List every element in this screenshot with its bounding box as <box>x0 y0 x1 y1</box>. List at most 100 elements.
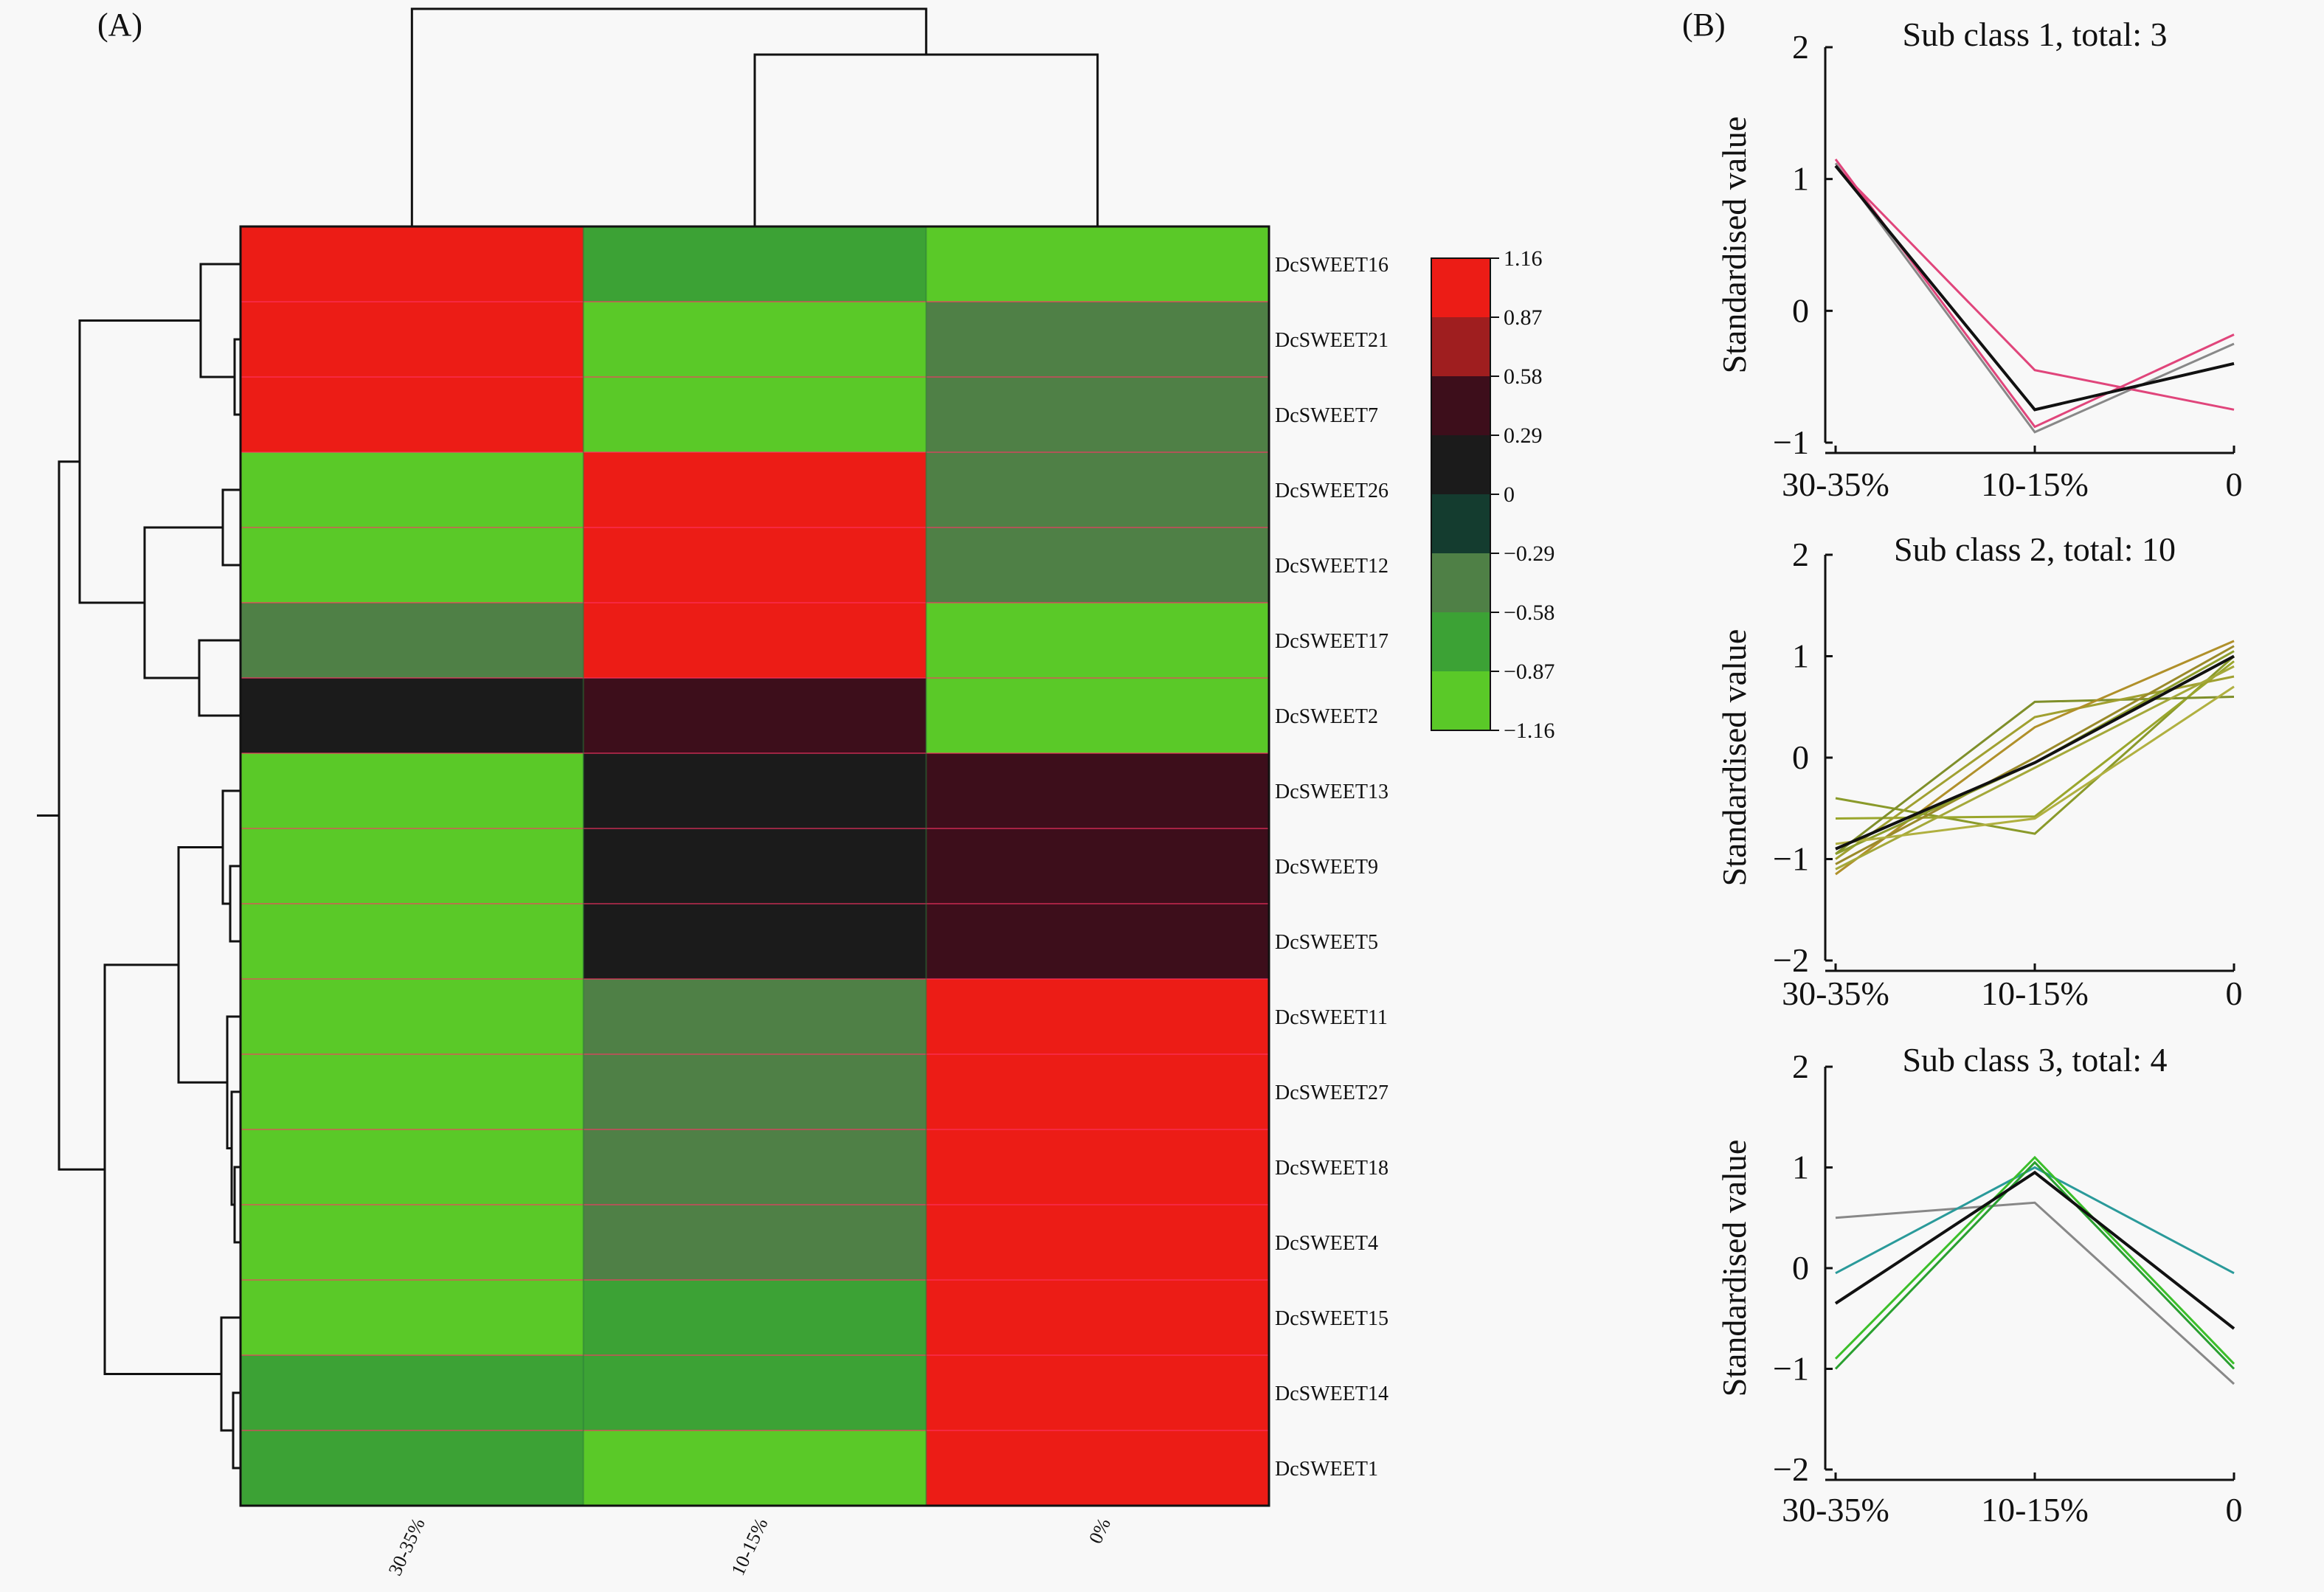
row-label: DcSWEET2 <box>1275 705 1378 728</box>
column-label: 10-15% <box>727 1515 772 1579</box>
series-line-3 <box>1835 696 2235 855</box>
line-chart-sub-class-3: 2 1 0 −1 −230-35% 10-15% 0 Sub class 3, total: … <box>1715 1041 2243 1529</box>
column-dendrogram-link <box>753 53 1099 226</box>
row-dendrogram-link <box>221 789 241 905</box>
row-dendrogram-link <box>220 1316 241 1432</box>
heatmap-cell-DcSWEET11-0 <box>241 979 584 1055</box>
heatmap-cell-DcSWEET11-2 <box>926 979 1270 1055</box>
row-dendrogram-link <box>198 639 241 717</box>
row-label: DcSWEET4 <box>1275 1232 1378 1255</box>
column-dendrogram <box>410 7 1099 226</box>
row-label: DcSWEET15 <box>1275 1307 1388 1330</box>
row-label: DcSWEET18 <box>1275 1157 1388 1180</box>
row-label: DcSWEET21 <box>1275 329 1388 352</box>
row-label: DcSWEET27 <box>1275 1081 1388 1104</box>
line-chart-sub-class-2: 2 1 0 −1 −230-35% 10-15% 0 Sub class 2, total: … <box>1715 530 2243 1012</box>
heatmap-cell-DcSWEET5-1 <box>583 904 927 980</box>
heatmap-cell-DcSWEET1-1 <box>583 1430 927 1506</box>
series-line-1 <box>1835 655 2235 835</box>
heatmap-cell-DcSWEET12-0 <box>241 527 584 603</box>
row-dendrogram-link <box>229 865 241 943</box>
heatmap-cell-DcSWEET12-1 <box>583 527 927 603</box>
y-tick-label: 1 <box>1792 1149 1809 1186</box>
x-tick-label: 10-15% <box>1981 975 2089 1012</box>
chart-title: Sub class 1, total: 3 <box>1902 15 2167 53</box>
y-axis-label: Standardised value <box>1715 117 1753 374</box>
y-tick-label: 0 <box>1792 291 1809 329</box>
heatmap-cell-DcSWEET15-1 <box>583 1280 927 1356</box>
legend-swatch <box>1431 258 1490 318</box>
series-line-10 <box>1835 654 2235 851</box>
heatmap-cell-DcSWEET4-2 <box>926 1205 1270 1281</box>
heatmap-cell-DcSWEET7-2 <box>926 377 1270 453</box>
legend-tick-label: 0.87 <box>1504 305 1543 330</box>
heatmap-cell-DcSWEET18-0 <box>241 1129 584 1205</box>
heatmap-cell-DcSWEET26-2 <box>926 452 1270 528</box>
row-label: DcSWEET1 <box>1275 1458 1378 1481</box>
legend-swatch <box>1431 671 1490 731</box>
row-dendrogram <box>37 263 241 1470</box>
heatmap-cell-DcSWEET1-2 <box>926 1430 1270 1506</box>
row-dendrogram-link <box>177 846 227 1084</box>
legend-swatch <box>1431 317 1490 377</box>
legend-swatch <box>1431 612 1490 672</box>
row-label: DcSWEET5 <box>1275 931 1378 954</box>
heatmap-cell-DcSWEET9-1 <box>583 828 927 904</box>
legend-tick-label: 1.16 <box>1504 246 1543 271</box>
legend-tick-label: −0.29 <box>1504 541 1554 566</box>
heatmap-cell-DcSWEET26-1 <box>583 452 927 528</box>
column-label: 30-35% <box>384 1515 429 1579</box>
heatmap-cell-DcSWEET17-0 <box>241 603 584 679</box>
row-label: DcSWEET9 <box>1275 856 1378 879</box>
heatmap-cell-DcSWEET16-0 <box>241 226 584 302</box>
series-line-3 <box>1834 1155 2235 1365</box>
series-line-2 <box>1834 162 2235 434</box>
series-line-5 <box>1834 1170 2235 1330</box>
chart-title: Sub class 3, total: 4 <box>1902 1041 2167 1079</box>
heatmap-cell-DcSWEET21-1 <box>583 302 927 378</box>
y-tick-label: −2 <box>1773 941 1809 979</box>
heatmap-cell-DcSWEET7-0 <box>241 377 584 453</box>
row-label: DcSWEET13 <box>1275 781 1388 803</box>
x-tick-label: 10-15% <box>1981 1491 2089 1529</box>
legend-swatch <box>1431 553 1490 613</box>
heatmap-cell-DcSWEET18-2 <box>926 1129 1270 1205</box>
heatmap-cell-DcSWEET15-2 <box>926 1280 1270 1356</box>
heatmap-cell-DcSWEET14-1 <box>583 1355 927 1431</box>
heatmap-cell-DcSWEET4-0 <box>241 1205 584 1281</box>
y-tick-label: −1 <box>1773 840 1809 878</box>
heatmap-cell-DcSWEET12-2 <box>926 527 1270 603</box>
heatmap-cell-DcSWEET13-1 <box>583 753 927 829</box>
heatmap-cell-DcSWEET17-1 <box>583 603 927 679</box>
series-line-4 <box>1834 165 2235 412</box>
y-tick-label: 2 <box>1792 536 1809 573</box>
y-tick-label: 2 <box>1792 1048 1809 1085</box>
heatmap-cell-DcSWEET4-1 <box>583 1205 927 1281</box>
series-line-6 <box>1835 645 2235 865</box>
column-label: 0% <box>1085 1515 1115 1547</box>
heatmap-cell-DcSWEET18-1 <box>583 1129 927 1205</box>
color-legend: 1.16 0.87 0.58 0.29 0 −0.29 −0.58 −0.87 −1.16 <box>1431 246 1554 743</box>
heatmap-cell-DcSWEET5-0 <box>241 904 584 980</box>
legend-tick-label: 0 <box>1504 482 1515 507</box>
row-dendrogram-link <box>78 319 201 604</box>
y-tick-label: 2 <box>1792 28 1809 66</box>
x-tick-label: 30-35% <box>1782 975 1889 1012</box>
heatmap-cell-DcSWEET1-0 <box>241 1430 584 1506</box>
y-tick-label: −2 <box>1773 1450 1809 1488</box>
series-line-4 <box>1834 1160 2235 1370</box>
legend-swatch <box>1431 494 1490 554</box>
heatmap-cell-DcSWEET5-2 <box>926 904 1270 980</box>
y-tick-label: 0 <box>1792 1249 1809 1287</box>
series-line-2 <box>1835 660 2235 820</box>
legend-tick-label: 0.58 <box>1504 364 1543 389</box>
y-tick-label: −1 <box>1773 1350 1809 1388</box>
series-line-9 <box>1835 685 2235 845</box>
x-tick-label: 30-35% <box>1782 1491 1889 1529</box>
line-chart-sub-class-1: 2 1 0 −1 30-35% 10-15% 0 Sub class 1, total: 3 S… <box>1715 15 2243 503</box>
heatmap-cell-DcSWEET13-2 <box>926 753 1270 829</box>
heatmap <box>239 225 1270 1507</box>
series-line-1 <box>1835 1201 2235 1385</box>
y-axis-label: Standardised value <box>1715 629 1753 887</box>
